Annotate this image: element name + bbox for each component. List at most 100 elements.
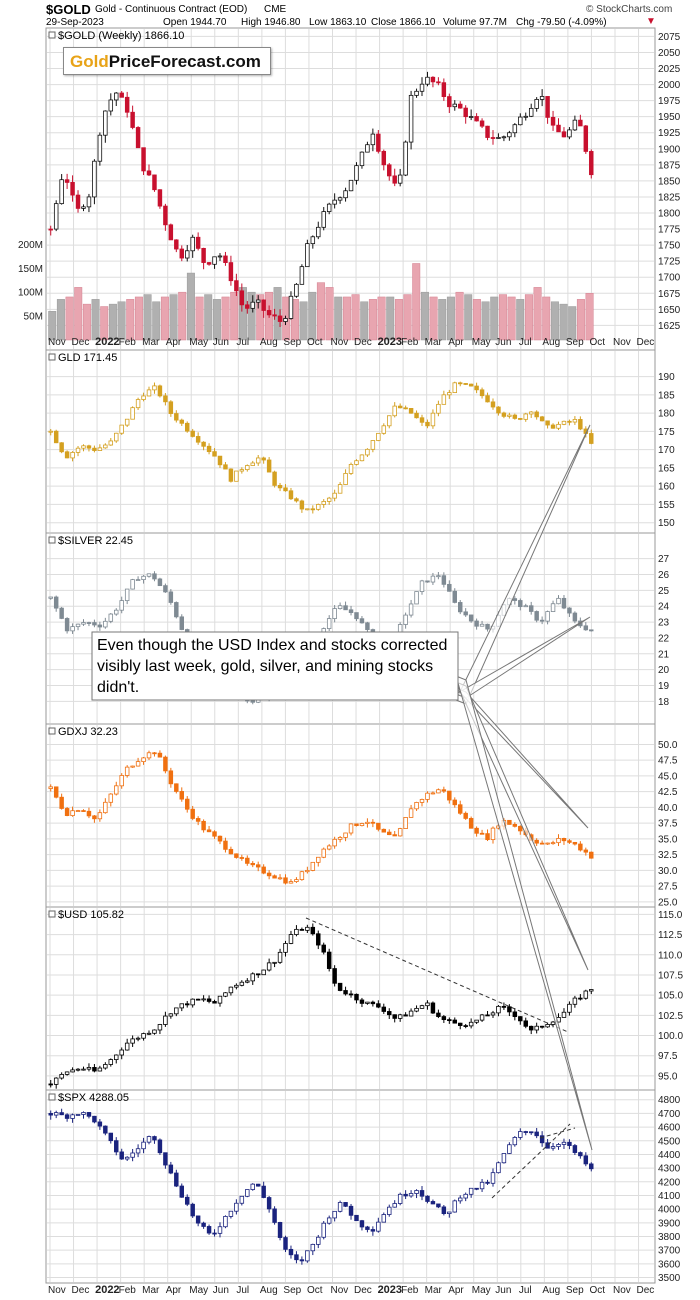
candle-body [583, 125, 589, 152]
candle-body [365, 448, 370, 456]
candle-body [567, 420, 572, 423]
candle-body [239, 857, 245, 859]
candle-body [97, 447, 103, 451]
candle-body [479, 1014, 485, 1021]
candle-body [316, 933, 321, 946]
volume-bar [290, 299, 299, 341]
candle-body [490, 1172, 496, 1184]
candle-body [419, 799, 425, 803]
candle-body [550, 603, 556, 612]
x-axis-month-label: Mar [425, 337, 443, 348]
y-tick-label: 22 [658, 633, 670, 644]
symbol-description: Gold - Continuous Contract (EOD) [95, 4, 248, 15]
x-axis-month-label: Oct [307, 1285, 323, 1296]
symbol-title: $GOLD [46, 2, 91, 17]
candle-body [381, 1006, 387, 1012]
candle-body [370, 133, 376, 146]
candle-body [479, 1181, 485, 1190]
y-tick-label: 97.5 [658, 1051, 678, 1062]
candle-body [496, 137, 501, 139]
y-tick-label: 23 [658, 618, 670, 629]
candle-body [250, 1183, 255, 1190]
panel-title: $GOLD (Weekly) 1866.10 [58, 30, 184, 42]
candle-body [146, 752, 152, 759]
candle-body [387, 831, 392, 836]
candle-body [108, 440, 114, 446]
panel-icon [48, 727, 56, 735]
y-tick-label: 21 [658, 649, 670, 660]
candle-body [310, 926, 316, 935]
candle-body [163, 205, 168, 226]
candle-body [135, 1037, 141, 1040]
volume-bar [65, 296, 74, 341]
candle-body [556, 423, 561, 429]
candle-body [201, 820, 206, 831]
candle-body [217, 1226, 223, 1234]
panel-icon [48, 910, 56, 918]
candle-body [561, 420, 567, 425]
candle-body [184, 798, 190, 810]
candle-body [578, 997, 583, 1000]
candle-body [190, 998, 195, 1006]
candle-body [217, 455, 223, 466]
candle-body [75, 447, 81, 453]
candle-body [528, 1131, 534, 1134]
candle-body [223, 1216, 228, 1228]
candle-body [124, 588, 130, 602]
candle-body [152, 385, 157, 391]
candle-body [212, 1232, 217, 1235]
candle-body [403, 407, 408, 410]
candle-body [305, 1250, 310, 1262]
panel-frame-3 [45, 723, 656, 908]
candle-body [354, 823, 359, 827]
y-tick-label: 2075 [658, 32, 681, 43]
candle-body [283, 487, 288, 492]
candle-body [550, 1021, 556, 1025]
candle-body [70, 182, 75, 196]
volume-bar [498, 294, 507, 341]
candle-body [403, 817, 408, 829]
candle-body [81, 1112, 86, 1115]
y-tick-label: 4000 [658, 1205, 681, 1216]
volume-bar [403, 294, 412, 341]
x-axis-month-label: Dec [637, 1285, 655, 1296]
candle-body [321, 944, 326, 953]
quote-open: Open 1944.70 [163, 17, 227, 28]
candle-body [228, 848, 234, 855]
candle-body [496, 1162, 501, 1174]
candle-body [299, 871, 305, 881]
x-axis-month-label: Jun [213, 1285, 229, 1296]
x-axis-month-label: May [189, 1285, 208, 1296]
candle-body [354, 165, 359, 181]
candle-body [408, 408, 414, 414]
volume-bar [308, 291, 317, 341]
candle-body [245, 857, 250, 864]
y-tick-label: 1625 [658, 321, 681, 332]
x-axis-month-label: May [472, 1285, 491, 1296]
x-axis-month-label: Aug [260, 1285, 278, 1296]
candle-body [512, 824, 518, 827]
candle-body [179, 419, 185, 424]
candle-body [108, 613, 114, 622]
volume-bar [152, 301, 161, 341]
candle-body [299, 266, 305, 285]
candle-body [70, 452, 75, 459]
y-tick-label: 4300 [658, 1164, 681, 1175]
candle-body [124, 418, 130, 426]
candle-body [447, 1019, 452, 1022]
candle-body [299, 1259, 305, 1262]
x-axis-month-label: Aug [542, 337, 560, 348]
volume-bar [576, 299, 585, 341]
candle-body [490, 137, 496, 139]
candle-body [81, 810, 86, 812]
y-tick-label: 155 [658, 500, 675, 511]
y-tick-label: 160 [658, 482, 675, 493]
volume-bar [82, 303, 91, 341]
candle-body [436, 1012, 441, 1017]
candle-body [343, 473, 348, 485]
candle-body [217, 995, 223, 1004]
y-tick-label: 110.0 [658, 950, 683, 961]
candle-body [321, 1222, 326, 1238]
volume-bar [143, 294, 152, 341]
y-tick-label: 105.0 [658, 991, 683, 1002]
